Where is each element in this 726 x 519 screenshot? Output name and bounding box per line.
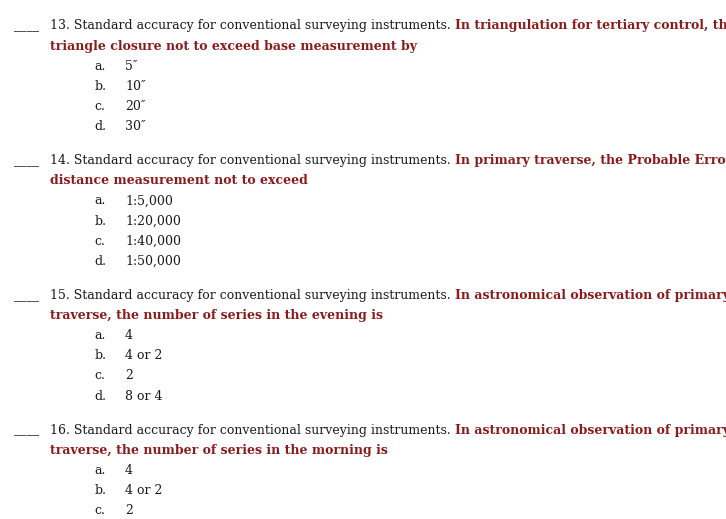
Text: d.: d. (94, 120, 107, 133)
Text: 2: 2 (125, 370, 133, 383)
Text: In astronomical observation of primary: In astronomical observation of primary (454, 289, 726, 302)
Text: ____: ____ (14, 154, 39, 167)
Text: 8 or 4: 8 or 4 (125, 390, 163, 403)
Text: 5″: 5″ (125, 60, 137, 73)
Text: a.: a. (94, 60, 106, 73)
Text: d.: d. (94, 390, 107, 403)
Text: b.: b. (94, 214, 107, 228)
Text: 2: 2 (125, 504, 133, 517)
Text: In astronomical observation of primary: In astronomical observation of primary (454, 424, 726, 436)
Text: ____: ____ (14, 19, 39, 33)
Text: 16. Standard accuracy for conventional surveying instruments.: 16. Standard accuracy for conventional s… (50, 424, 454, 436)
Text: 1:5,000: 1:5,000 (125, 195, 173, 208)
Text: a.: a. (94, 329, 106, 342)
Text: traverse, the number of series in the morning is: traverse, the number of series in the mo… (50, 444, 388, 457)
Text: 4 or 2: 4 or 2 (125, 349, 163, 362)
Text: c.: c. (94, 504, 105, 517)
Text: c.: c. (94, 235, 105, 248)
Text: b.: b. (94, 349, 107, 362)
Text: 14. Standard accuracy for conventional surveying instruments.: 14. Standard accuracy for conventional s… (50, 154, 454, 167)
Text: ____: ____ (14, 424, 39, 436)
Text: 30″: 30″ (125, 120, 146, 133)
Text: 1:40,000: 1:40,000 (125, 235, 181, 248)
Text: 15. Standard accuracy for conventional surveying instruments.: 15. Standard accuracy for conventional s… (50, 289, 454, 302)
Text: c.: c. (94, 100, 105, 113)
Text: 10″: 10″ (125, 80, 146, 93)
Text: triangle closure not to exceed base measurement by: triangle closure not to exceed base meas… (50, 39, 417, 52)
Text: ____: ____ (14, 289, 39, 302)
Text: In triangulation for tertiary control, the: In triangulation for tertiary control, t… (454, 19, 726, 33)
Text: 20″: 20″ (125, 100, 145, 113)
Text: 1:20,000: 1:20,000 (125, 214, 181, 228)
Text: 4 or 2: 4 or 2 (125, 484, 163, 497)
Text: traverse, the number of series in the evening is: traverse, the number of series in the ev… (50, 309, 383, 322)
Text: 13. Standard accuracy for conventional surveying instruments.: 13. Standard accuracy for conventional s… (50, 19, 454, 33)
Text: In primary traverse, the Probable Error on: In primary traverse, the Probable Error … (454, 154, 726, 167)
Text: a.: a. (94, 464, 106, 477)
Text: b.: b. (94, 484, 107, 497)
Text: 4: 4 (125, 464, 133, 477)
Text: 1:50,000: 1:50,000 (125, 255, 181, 268)
Text: distance measurement not to exceed: distance measurement not to exceed (50, 174, 308, 187)
Text: b.: b. (94, 80, 107, 93)
Text: a.: a. (94, 195, 106, 208)
Text: c.: c. (94, 370, 105, 383)
Text: 4: 4 (125, 329, 133, 342)
Text: d.: d. (94, 255, 107, 268)
